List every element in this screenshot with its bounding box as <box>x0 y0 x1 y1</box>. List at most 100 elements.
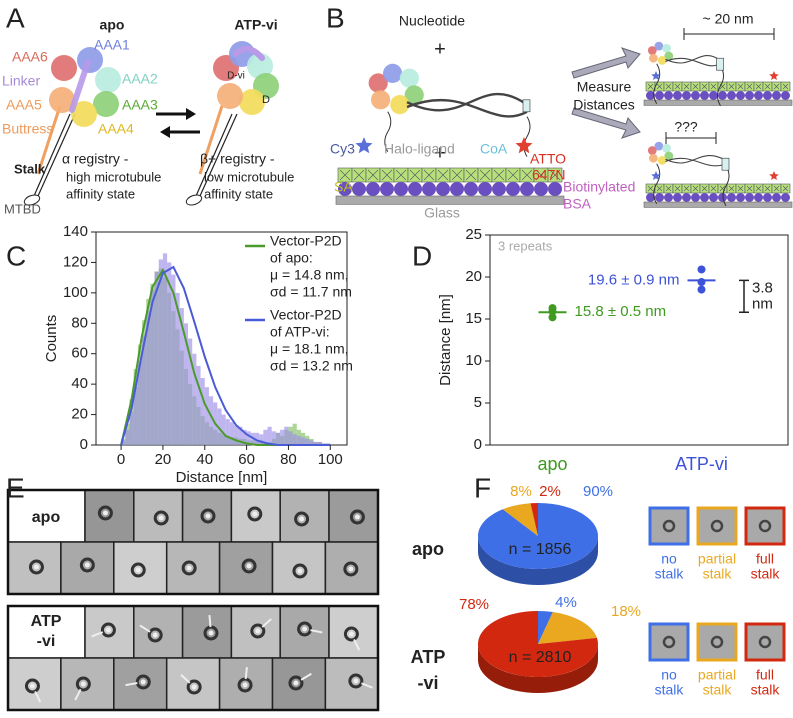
bsa <box>763 91 772 100</box>
histogram-bar <box>200 378 205 445</box>
panel-label: C <box>6 240 26 271</box>
glass <box>643 201 793 208</box>
domain-label: Linker <box>2 73 40 89</box>
micrograph <box>113 541 168 595</box>
linker-label: CoA <box>480 141 508 157</box>
dna <box>722 165 730 207</box>
bsa <box>664 91 673 100</box>
legend-text: σd = 13.2 nm <box>270 358 353 374</box>
mtbd <box>23 194 41 206</box>
micrograph <box>181 605 233 659</box>
bsa <box>736 91 745 100</box>
aaa-domain <box>217 83 243 109</box>
streptavidin-cross <box>656 185 663 192</box>
state-caption: affinity state <box>204 186 273 201</box>
stalk <box>353 638 361 651</box>
plus-sign: + <box>434 142 446 164</box>
legend-text: μ = 18.1 nm, <box>270 341 349 357</box>
value-label: 2% <box>539 483 561 500</box>
legend-text: no <box>661 667 677 683</box>
y-tick-label: 40 <box>71 375 88 392</box>
streptavidin-cross <box>647 185 654 192</box>
particle <box>348 673 364 689</box>
histogram-bar <box>171 274 176 445</box>
bsa <box>709 91 718 100</box>
bsa <box>506 182 520 196</box>
particle <box>100 622 116 638</box>
bsa <box>366 182 380 196</box>
linker <box>69 59 91 113</box>
point <box>697 285 706 294</box>
streptavidin-cross <box>549 169 561 181</box>
histogram-bar <box>179 308 184 445</box>
particle-core <box>297 568 303 574</box>
buttress <box>36 105 62 175</box>
row-label: apo <box>32 509 61 526</box>
stalk <box>74 688 82 701</box>
stalk <box>310 629 323 634</box>
aaa-domain <box>647 46 657 55</box>
state-caption: high microtubule <box>66 169 161 184</box>
domain-label: Buttress <box>2 121 53 137</box>
row-label: ATP <box>31 613 62 630</box>
legend-text: stalk <box>751 566 781 582</box>
histogram-bar <box>142 335 147 445</box>
bsa <box>736 193 745 202</box>
streptavidin-cross <box>737 185 744 192</box>
mtbd-label: MTBD <box>4 201 41 216</box>
dye-label: 647N <box>532 167 565 183</box>
particle-core <box>255 628 261 634</box>
value-label: 8% <box>510 483 532 500</box>
histogram-bar <box>296 435 301 445</box>
legend-text: stalk <box>655 566 685 582</box>
histogram-bar <box>246 431 251 445</box>
histogram-bar <box>317 441 322 445</box>
histogram-bar <box>280 429 285 445</box>
state-caption: affinity state <box>66 186 135 201</box>
x-tick-label: 20 <box>155 451 172 468</box>
streptavidin-cross <box>683 83 690 90</box>
panel-label: A <box>6 2 25 33</box>
streptavidin-cross <box>381 169 393 181</box>
aaa-domain <box>664 151 674 161</box>
particle-core <box>354 514 360 520</box>
histogram-bar <box>225 419 230 445</box>
legend-text: partial <box>698 667 736 683</box>
x-tick-label: 60 <box>238 451 255 468</box>
surface-label: BSA <box>563 196 592 212</box>
streptavidin-cross <box>755 185 762 192</box>
tag <box>721 157 730 171</box>
histogram-bar <box>146 311 151 445</box>
aaa-domain <box>93 91 119 117</box>
micrograph <box>279 489 330 543</box>
micrograph <box>7 657 62 711</box>
histogram-bar <box>221 414 226 445</box>
fit-curve <box>120 265 331 446</box>
aaa-domain <box>404 85 424 105</box>
tag <box>716 57 724 71</box>
particle-core <box>33 564 39 570</box>
dna <box>653 163 661 204</box>
streptavidin-cross <box>755 83 762 90</box>
distance-label: ~ 20 nm <box>703 11 754 27</box>
histogram-bar <box>275 432 281 445</box>
streptavidin-cross <box>479 169 491 181</box>
particle-core <box>205 513 211 519</box>
pie-wedge <box>538 611 553 644</box>
tail <box>665 157 727 167</box>
histogram-bar <box>183 323 189 445</box>
domain-label: AAA6 <box>12 49 48 65</box>
streptavidin-cross <box>683 185 690 192</box>
histogram-bar <box>313 441 318 445</box>
streptavidin-cross <box>746 83 753 90</box>
y-tick-label: 15 <box>465 310 482 327</box>
stalk <box>37 113 76 197</box>
panel-label: D <box>412 240 432 271</box>
measure-label: Measure <box>577 79 632 95</box>
histogram-bar <box>192 353 197 445</box>
x-tick-label: apo <box>537 454 567 474</box>
linker-label: Halo-ligand <box>384 141 455 157</box>
aaa-domain <box>51 55 77 81</box>
particle <box>297 621 313 637</box>
legend-text: of apo: <box>270 250 313 266</box>
